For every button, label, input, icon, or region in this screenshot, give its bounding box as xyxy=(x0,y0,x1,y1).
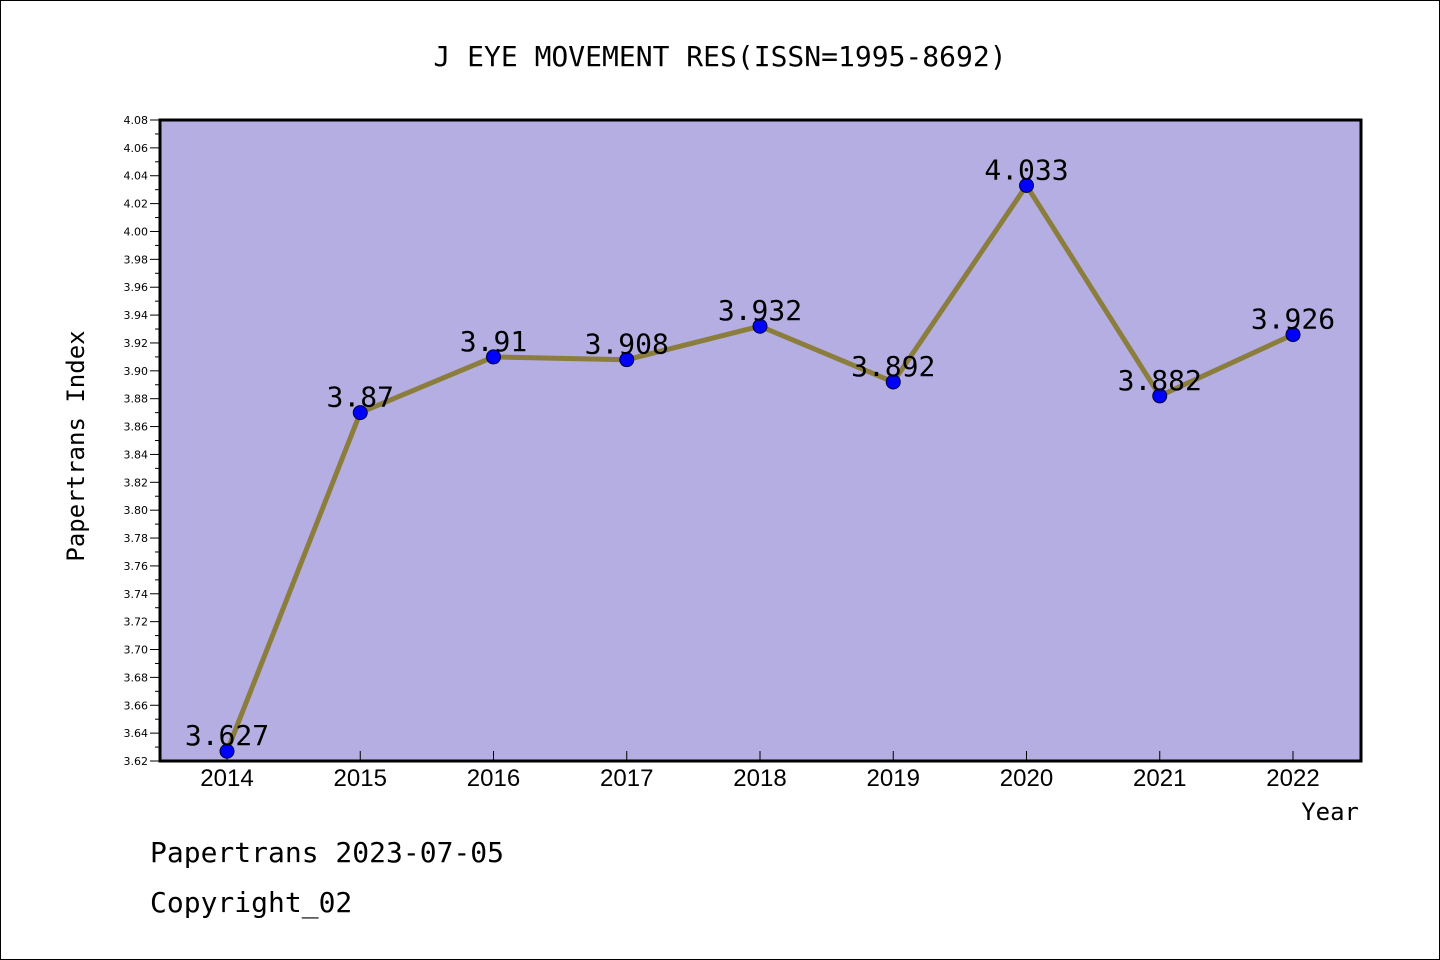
y-tick-label: 3.78 xyxy=(124,532,149,545)
data-point xyxy=(1152,388,1168,404)
data-label: 3.926 xyxy=(1251,303,1335,336)
x-tick-label: 2015 xyxy=(334,765,387,792)
data-label: 3.91 xyxy=(460,325,527,358)
x-axis: 2014 2015 2016 2017 2018 2019 2020 2021 2022 xyxy=(200,751,1320,792)
x-tick-label: 2014 xyxy=(200,765,253,792)
y-tick-label: 3.92 xyxy=(124,337,149,350)
y-tick-label: 3.66 xyxy=(124,699,149,712)
x-tick-label: 2021 xyxy=(1133,765,1186,792)
footer-date: Papertrans 2023-07-05 xyxy=(150,836,505,869)
series-markers xyxy=(219,177,1301,759)
x-tick-label: 2018 xyxy=(733,765,786,792)
y-tick-label: 3.80 xyxy=(124,504,149,517)
y-tick-label: 3.86 xyxy=(124,421,149,434)
y-tick-label: 3.94 xyxy=(124,309,149,322)
x-tick-label: 2019 xyxy=(867,765,920,792)
data-point xyxy=(219,743,235,759)
x-tick-label: 2016 xyxy=(467,765,520,792)
y-axis: 3.62 3.64 3.66 3.68 3.70 3.72 3.74 3.76 3.78 3.80… xyxy=(124,114,160,768)
footer-copyright: Copyright_02 xyxy=(150,886,353,919)
y-tick-label: 3.96 xyxy=(124,281,149,294)
data-label: 3.87 xyxy=(327,381,394,414)
y-tick-label: 3.98 xyxy=(124,253,149,266)
y-tick-label: 3.72 xyxy=(124,616,149,629)
data-point xyxy=(486,349,501,365)
y-tick-label: 3.84 xyxy=(124,448,149,461)
data-label: 3.627 xyxy=(185,719,269,752)
chart-title: J EYE MOVEMENT RES(ISSN=1995-8692) xyxy=(433,40,1006,73)
y-tick-label: 3.88 xyxy=(124,393,149,406)
x-tick-label: 2017 xyxy=(600,765,653,792)
data-label: 4.033 xyxy=(984,153,1068,186)
y-axis-label: Papertrans Index xyxy=(62,330,90,561)
x-tick-label: 2020 xyxy=(1000,765,1053,792)
y-tick-label: 4.04 xyxy=(124,170,149,183)
data-label: 3.932 xyxy=(718,294,802,327)
y-tick-label: 3.76 xyxy=(124,560,149,573)
data-point xyxy=(885,374,901,390)
data-label: 3.882 xyxy=(1118,364,1202,397)
y-tick-label: 3.82 xyxy=(124,476,149,489)
data-point xyxy=(1285,327,1301,343)
y-tick-label: 3.62 xyxy=(124,755,149,768)
data-point xyxy=(619,352,635,368)
y-tick-label: 3.68 xyxy=(124,671,149,684)
y-tick-label: 4.06 xyxy=(124,142,149,155)
y-tick-label: 4.00 xyxy=(124,225,149,238)
data-label: 3.908 xyxy=(585,328,669,361)
data-labels: 3.627 3.87 3.91 3.908 3.932 3.892 4.033 3.882 3.… xyxy=(185,153,1335,752)
data-point xyxy=(352,405,368,421)
data-label: 3.892 xyxy=(851,350,935,383)
y-tick-label: 3.70 xyxy=(124,644,149,657)
data-point xyxy=(752,318,768,334)
y-tick-label: 3.64 xyxy=(124,727,149,740)
data-point xyxy=(1019,177,1034,193)
y-tick-label: 4.02 xyxy=(124,198,149,211)
plot-area xyxy=(158,118,1363,763)
y-tick-label: 3.74 xyxy=(124,588,149,601)
x-tick-label: 2022 xyxy=(1266,765,1319,792)
y-tick-label: 3.90 xyxy=(124,365,149,378)
x-axis-label: Year xyxy=(1301,798,1359,826)
y-tick-label: 4.08 xyxy=(124,114,149,127)
